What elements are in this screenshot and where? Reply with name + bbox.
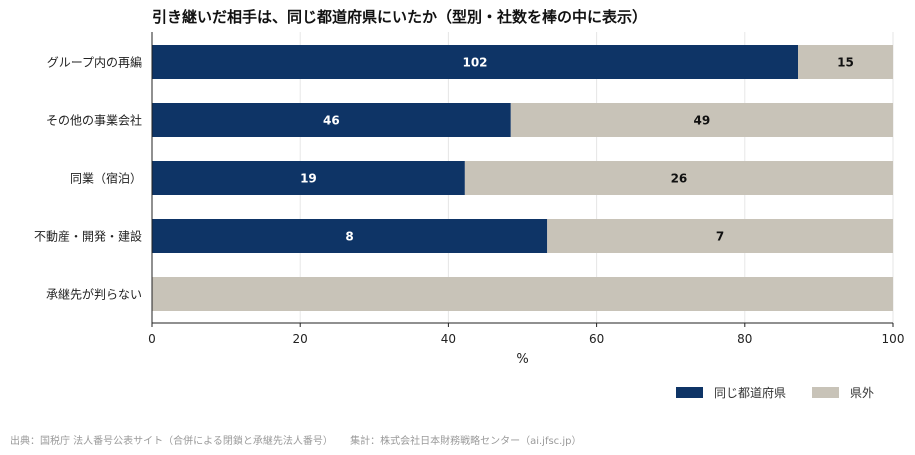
compiled-note: 集計：株式会社日本財務戦略センター（ai.jfsc.jp） <box>350 436 582 447</box>
legend-item-same-prefecture: 同じ都道府県 <box>676 384 786 401</box>
x-axis-label: % <box>516 352 528 367</box>
y-tick-label: グループ内の再編 <box>47 55 142 70</box>
bar-value-label: 46 <box>323 114 340 128</box>
stacked-bar-chart: 102 15 グループ内の再編 46 49 その他の事業会社 19 26 同業（宿泊） 8 7 不動産… <box>34 32 905 367</box>
legend-label-other-prefecture: 県外 <box>850 386 875 400</box>
bar-value-label: 26 <box>671 172 688 186</box>
x-tick-label: 20 <box>293 332 308 346</box>
y-tick-label: 不動産・開発・建設 <box>34 229 142 244</box>
x-tick-label: 100 <box>882 332 905 346</box>
legend-label-same-prefecture: 同じ都道府県 <box>714 386 787 400</box>
x-tick-label: 80 <box>737 332 752 346</box>
chart-footer: 出典：国税庁 法人番号公表サイト（合併による閉鎖と承継先法人番号） 集計：株式会… <box>10 432 595 447</box>
bar-segment <box>152 103 511 137</box>
bar-segment <box>152 161 465 195</box>
x-tick-label: 0 <box>148 332 156 346</box>
x-tick-label: 60 <box>589 332 604 346</box>
chart-legend: 同じ都道府県 県外 <box>676 384 900 401</box>
bar-value-label: 7 <box>716 230 724 244</box>
bar-value-label: 49 <box>694 114 711 128</box>
legend-item-other-prefecture: 県外 <box>812 384 874 401</box>
source-note: 出典：国税庁 法人番号公表サイト（合併による閉鎖と承継先法人番号） <box>10 436 333 447</box>
bar-segment <box>464 161 893 195</box>
bar-value-label: 19 <box>300 172 317 186</box>
bar-segment <box>798 45 893 79</box>
bar-value-label: 102 <box>462 56 487 70</box>
bar-value-label: 8 <box>345 230 353 244</box>
chart-title: 引き継いだ相手は、同じ都道府県にいたか（型別・社数を棒の中に表示） <box>152 8 648 26</box>
legend-swatch-other-prefecture <box>812 387 840 398</box>
bar-segment <box>152 277 893 311</box>
y-tick-label: 同業（宿泊） <box>70 171 142 186</box>
x-tick-label: 40 <box>441 332 456 346</box>
bar-segment <box>152 45 798 79</box>
bar-value-label: 15 <box>837 56 854 70</box>
y-tick-label: 承継先が判らない <box>46 287 142 302</box>
legend-swatch-same-prefecture <box>676 387 703 398</box>
y-tick-label: その他の事業会社 <box>46 113 142 128</box>
bar-segment <box>152 219 548 253</box>
bar-segment <box>547 219 893 253</box>
bar-segment <box>510 103 893 137</box>
